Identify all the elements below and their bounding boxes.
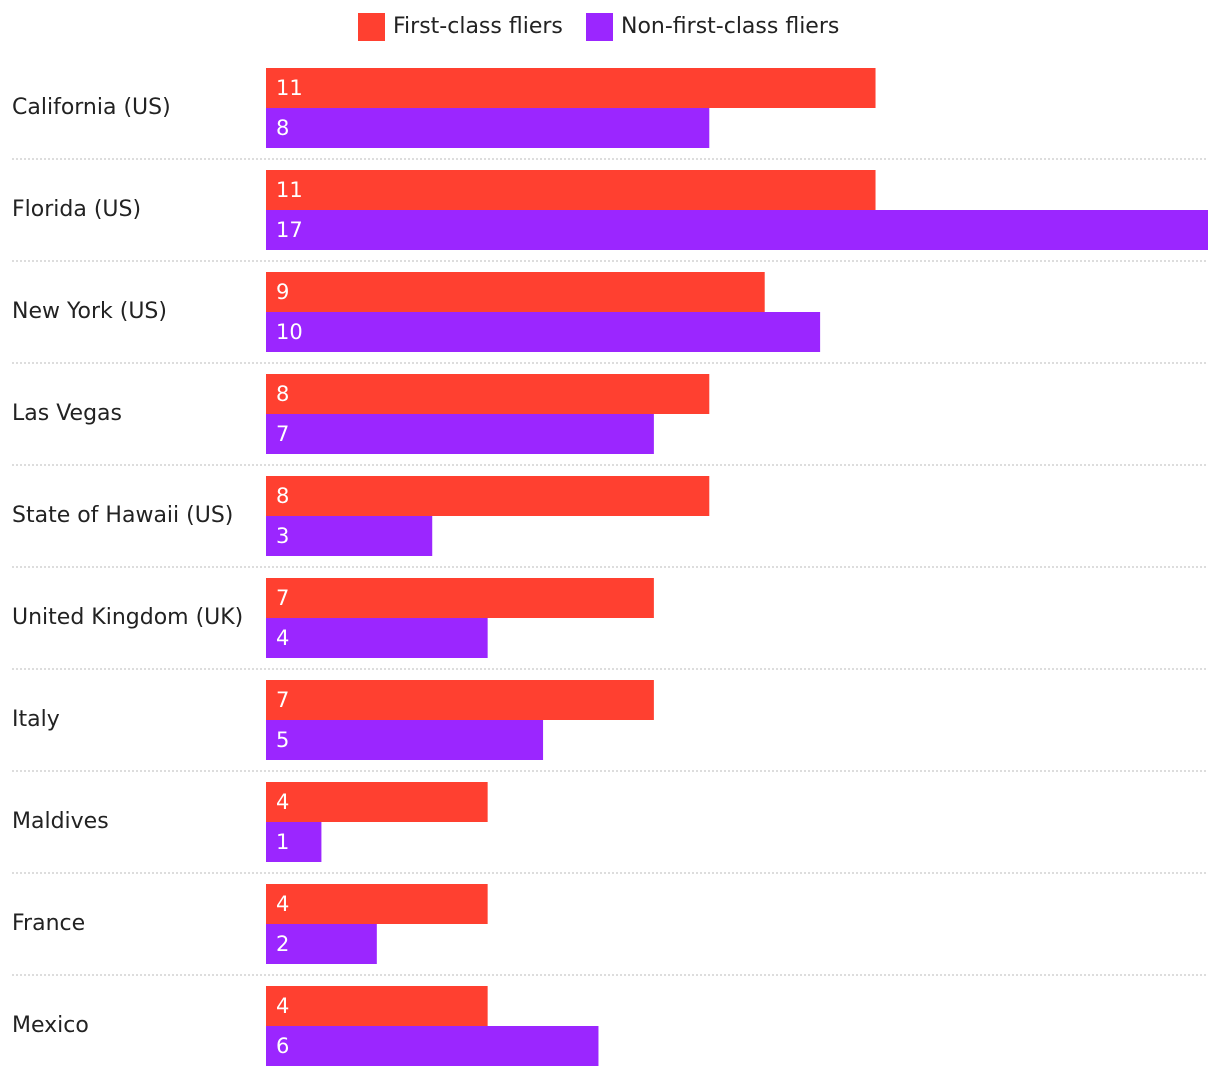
- bar: [266, 516, 433, 556]
- category-label: State of Hawaii (US): [12, 503, 233, 528]
- value-label: 4: [276, 626, 289, 650]
- bar: [266, 782, 488, 822]
- category-label: Mexico: [12, 1013, 89, 1038]
- bar: [266, 578, 654, 618]
- category-label: Maldives: [12, 809, 109, 834]
- bar: [266, 924, 377, 964]
- category-label: Florida (US): [12, 197, 141, 222]
- bar: [266, 986, 488, 1026]
- bar: [266, 414, 654, 454]
- value-label: 5: [276, 728, 289, 752]
- bar: [266, 170, 876, 210]
- value-label: 8: [276, 116, 289, 140]
- value-label: 17: [276, 218, 303, 242]
- bar: [266, 210, 1208, 250]
- bar: [266, 374, 710, 414]
- value-label: 3: [276, 524, 289, 548]
- value-label: 7: [276, 688, 289, 712]
- value-label: 10: [276, 320, 303, 344]
- category-label: California (US): [12, 95, 171, 120]
- bar: [266, 720, 544, 760]
- bar: [266, 312, 821, 352]
- bar: [266, 108, 710, 148]
- category-label: New York (US): [12, 299, 167, 324]
- value-label: 7: [276, 422, 289, 446]
- value-label: 1: [276, 830, 289, 854]
- bar: [266, 680, 654, 720]
- value-label: 4: [276, 994, 289, 1018]
- bar: [266, 476, 710, 516]
- legend-label: First-class fliers: [393, 14, 563, 39]
- value-label: 8: [276, 382, 289, 406]
- bar: [266, 822, 322, 862]
- legend-label: Non-first-class fliers: [621, 14, 839, 39]
- category-label: United Kingdom (UK): [12, 605, 243, 630]
- bar: [266, 884, 488, 924]
- legend-swatch: [586, 13, 613, 41]
- category-label: France: [12, 911, 85, 936]
- category-label: Las Vegas: [12, 401, 122, 426]
- value-label: 4: [276, 790, 289, 814]
- bar: [266, 68, 876, 108]
- value-label: 6: [276, 1034, 289, 1058]
- value-label: 9: [276, 280, 289, 304]
- bar: [266, 618, 488, 658]
- value-label: 4: [276, 892, 289, 916]
- value-label: 8: [276, 484, 289, 508]
- legend-swatch: [358, 13, 385, 41]
- value-label: 2: [276, 932, 289, 956]
- value-label: 7: [276, 586, 289, 610]
- bar: [266, 272, 765, 312]
- value-label: 11: [276, 178, 303, 202]
- value-label: 11: [276, 76, 303, 100]
- category-label: Italy: [12, 707, 60, 732]
- bar: [266, 1026, 599, 1066]
